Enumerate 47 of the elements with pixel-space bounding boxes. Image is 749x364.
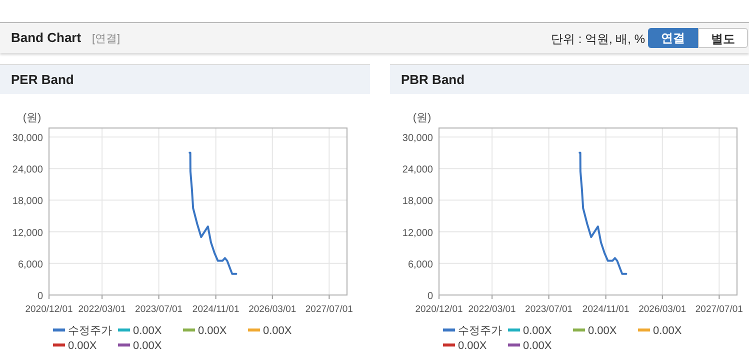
- x-tick-label: 2023/07/01: [135, 304, 183, 315]
- y-tick-label: 12,000: [12, 228, 44, 239]
- legend-label: 수정주가: [458, 325, 502, 337]
- y-tick-label: 24,000: [12, 164, 44, 176]
- x-tick-label: 2020/12/01: [25, 304, 73, 315]
- legend-label: 0.00X: [198, 325, 228, 337]
- y-tick-label: 30,000: [402, 132, 434, 144]
- y-tick-label: 30,000: [12, 132, 44, 144]
- x-tick-label: 2024/11/01: [192, 304, 240, 315]
- y-tick-label: 24,000: [402, 164, 434, 176]
- chart-title: PER Band: [11, 72, 74, 87]
- y-tick-label: 12,000: [402, 228, 434, 239]
- legend-label: 0.00X: [133, 325, 162, 337]
- line-series: [188, 152, 238, 275]
- legend-label: 0.00X: [133, 340, 162, 352]
- x-tick-label: 2026/03/01: [638, 304, 686, 315]
- text: 별도: [698, 28, 748, 48]
- y-axis-title: (원): [22, 112, 42, 124]
- legend-label: 0.00X: [523, 340, 552, 352]
- text: Band Chart: [11, 30, 82, 45]
- y-tick-label: 18,000: [402, 196, 434, 208]
- legend-label: 0.00X: [458, 340, 488, 352]
- legend-label: 0.00X: [588, 325, 618, 337]
- y-tick-label: 0: [37, 291, 44, 302]
- legend-label: 0.00X: [68, 340, 98, 352]
- y-axis-title: (원): [412, 112, 432, 124]
- line-series: [578, 152, 628, 275]
- x-tick-label: 2022/03/01: [78, 304, 126, 315]
- y-tick-label: 18,000: [12, 196, 44, 208]
- y-tick-label: 0: [427, 291, 434, 302]
- x-tick-label: 2022/03/01: [468, 304, 516, 315]
- x-tick-label: 2023/07/01: [525, 304, 573, 315]
- text: 연결: [648, 28, 698, 48]
- chart-title: PBR Band: [401, 72, 465, 87]
- x-tick-label: 2027/07/01: [305, 304, 353, 315]
- legend-label: 수정주가: [68, 325, 112, 337]
- legend-label: 0.00X: [653, 325, 682, 337]
- y-tick-label: 6,000: [18, 259, 44, 270]
- text: [연결]: [92, 32, 120, 46]
- x-tick-label: 2020/12/01: [415, 304, 463, 315]
- x-tick-label: 2026/03/01: [248, 304, 296, 315]
- text: 단위 : 억원, 배, %: [551, 31, 646, 48]
- legend-label: 0.00X: [263, 325, 292, 337]
- y-tick-label: 6,000: [408, 259, 434, 270]
- x-tick-label: 2024/11/01: [582, 304, 630, 315]
- x-tick-label: 2027/07/01: [695, 304, 743, 315]
- legend-label: 0.00X: [523, 325, 552, 337]
